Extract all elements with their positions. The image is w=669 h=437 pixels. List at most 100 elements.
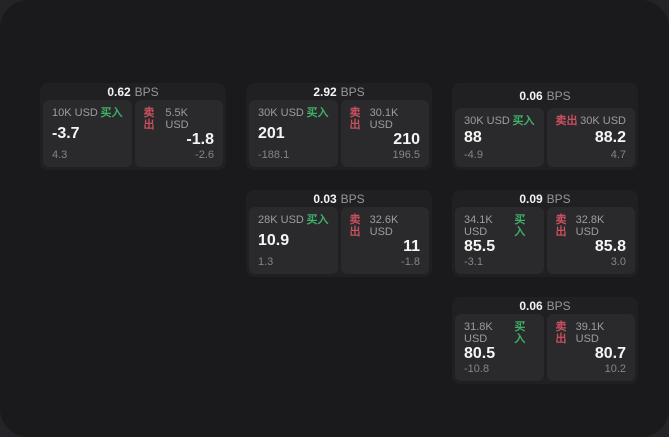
sell-size-label: 32.8K USD (575, 214, 605, 238)
sell-tile-header: 卖出 39.1K USD (556, 321, 627, 345)
buy-tile-header: 30K USD 买入 (464, 115, 535, 127)
sell-tile-header: 卖出 30.1K USD (350, 107, 421, 131)
buy-price-value: 85.5 (464, 238, 496, 255)
buy-size-label: 34.1K USD (464, 214, 493, 238)
buy-price-value: 201 (258, 125, 285, 142)
spread-card: 0.06 BPS 30K USD 买入 88 -4.9 卖出 30K USD 8… (452, 83, 638, 170)
sell-delta-value: -1.8 (401, 256, 420, 268)
buy-tag: 买入 (306, 214, 329, 226)
bps-unit-label: BPS (546, 298, 571, 313)
buy-delta-value: -4.9 (464, 149, 483, 161)
buy-size-label: 30K USD (464, 115, 510, 127)
sell-tile[interactable]: 卖出 39.1K USD 80.7 10.2 (546, 314, 635, 381)
buy-tile-header: 34.1K USD 买入 (464, 214, 535, 238)
sell-tile[interactable]: 卖出 30.1K USD 210 196.5 (340, 100, 429, 167)
quote-board: 0.62 BPS 10K USD 买入 -3.7 4.3 卖出 5.5K USD… (40, 83, 638, 384)
buy-price-value: 10.9 (258, 232, 290, 249)
buy-tile[interactable]: 30K USD 买入 88 -4.9 (455, 108, 544, 167)
quote-column-2: 2.92 BPS 30K USD 买入 201 -188.1 卖出 30.1K … (246, 83, 432, 384)
spread-card: 0.62 BPS 10K USD 买入 -3.7 4.3 卖出 5.5K USD… (40, 83, 226, 170)
bps-header: 0.06 BPS (452, 297, 638, 314)
buy-tile-header: 31.8K USD 买入 (464, 321, 535, 345)
sell-tile-header: 卖出 30K USD (556, 115, 627, 127)
sell-tile[interactable]: 卖出 5.5K USD -1.8 -2.6 (134, 100, 223, 167)
buy-tag: 买入 (306, 107, 329, 119)
buy-delta-value: -3.1 (464, 256, 483, 268)
buy-tag: 买入 (514, 321, 526, 345)
bps-header: 0.06 BPS (452, 83, 638, 108)
bps-unit-label: BPS (340, 191, 365, 206)
buy-tile[interactable]: 10K USD 买入 -3.7 4.3 (43, 100, 132, 167)
buy-delta-value: 1.3 (258, 256, 274, 268)
sell-tag: 卖出 (143, 107, 155, 131)
buy-tile[interactable]: 28K USD 买入 10.9 1.3 (249, 207, 338, 274)
quote-column-1: 0.62 BPS 10K USD 买入 -3.7 4.3 卖出 5.5K USD… (40, 83, 226, 384)
buy-delta-value: -10.8 (464, 363, 490, 375)
sell-price-value: 11 (403, 238, 420, 255)
sell-price-value: 210 (393, 131, 420, 148)
sell-delta-value: 3.0 (610, 256, 626, 268)
bps-header: 2.92 BPS (246, 83, 432, 100)
sell-tag: 卖出 (555, 115, 578, 127)
sell-tag: 卖出 (555, 214, 567, 238)
spread-card: 2.92 BPS 30K USD 买入 201 -188.1 卖出 30.1K … (246, 83, 432, 170)
buy-delta-value: -188.1 (258, 149, 290, 161)
sell-delta-value: 10.2 (604, 363, 626, 375)
sell-tile[interactable]: 卖出 30K USD 88.2 4.7 (546, 108, 635, 167)
sell-size-label: 32.6K USD (369, 214, 399, 238)
buy-tile[interactable]: 34.1K USD 买入 85.5 -3.1 (455, 207, 544, 274)
sell-tile[interactable]: 卖出 32.6K USD 11 -1.8 (340, 207, 429, 274)
buy-size-label: 28K USD (258, 214, 304, 226)
card-body: 10K USD 买入 -3.7 4.3 卖出 5.5K USD -1.8 -2.… (40, 100, 226, 170)
sell-size-label: 5.5K USD (165, 107, 189, 131)
buy-tile[interactable]: 31.8K USD 买入 80.5 -10.8 (455, 314, 544, 381)
buy-tile-header: 28K USD 买入 (258, 214, 329, 226)
bps-unit-label: BPS (340, 84, 365, 99)
spread-card: 0.06 BPS 31.8K USD 买入 80.5 -10.8 卖出 39.1… (452, 297, 638, 384)
buy-tag: 买入 (512, 115, 535, 127)
buy-price-value: 88 (464, 129, 482, 146)
buy-tag: 买入 (514, 214, 526, 238)
sell-size-label: 39.1K USD (575, 321, 605, 345)
bps-value: 0.09 (519, 191, 543, 206)
card-body: 30K USD 买入 201 -188.1 卖出 30.1K USD 210 1… (246, 100, 432, 170)
bps-header: 0.09 BPS (452, 190, 638, 207)
card-body: 31.8K USD 买入 80.5 -10.8 卖出 39.1K USD 80.… (452, 314, 638, 384)
sell-tile-header: 卖出 32.8K USD (556, 214, 627, 238)
bps-unit-label: BPS (546, 88, 571, 103)
sell-tag: 卖出 (555, 321, 567, 345)
sell-price-value: -1.8 (186, 131, 214, 148)
bps-unit-label: BPS (546, 191, 571, 206)
sell-price-value: 85.8 (594, 238, 626, 255)
buy-tile[interactable]: 30K USD 买入 201 -188.1 (249, 100, 338, 167)
quote-column-3: 0.06 BPS 30K USD 买入 88 -4.9 卖出 30K USD 8… (452, 83, 638, 384)
sell-tile-header: 卖出 32.6K USD (350, 214, 421, 238)
sell-tile[interactable]: 卖出 32.8K USD 85.8 3.0 (546, 207, 635, 274)
buy-size-label: 31.8K USD (464, 321, 493, 345)
bps-value: 2.92 (313, 84, 337, 99)
card-body: 34.1K USD 买入 85.5 -3.1 卖出 32.8K USD 85.8… (452, 207, 638, 277)
sell-tile-header: 卖出 5.5K USD (144, 107, 215, 131)
sell-price-value: 88.2 (594, 129, 626, 146)
buy-tile-header: 10K USD 买入 (52, 107, 123, 119)
bps-value: 0.03 (313, 191, 337, 206)
sell-delta-value: 4.7 (610, 149, 626, 161)
bps-value: 0.06 (519, 298, 543, 313)
buy-size-label: 10K USD (52, 107, 98, 119)
spread-card: 0.09 BPS 34.1K USD 买入 85.5 -3.1 卖出 32.8K… (452, 190, 638, 277)
buy-price-value: -3.7 (52, 125, 80, 142)
card-body: 30K USD 买入 88 -4.9 卖出 30K USD 88.2 4.7 (452, 108, 638, 170)
bps-value: 0.06 (519, 88, 543, 103)
sell-size-label: 30K USD (580, 115, 626, 127)
bps-unit-label: BPS (134, 84, 159, 99)
buy-delta-value: 4.3 (52, 149, 68, 161)
spread-card: 0.03 BPS 28K USD 买入 10.9 1.3 卖出 32.6K US… (246, 190, 432, 277)
bps-value: 0.62 (107, 84, 131, 99)
sell-size-label: 30.1K USD (369, 107, 399, 131)
buy-price-value: 80.5 (464, 345, 496, 362)
buy-tile-header: 30K USD 买入 (258, 107, 329, 119)
card-body: 28K USD 买入 10.9 1.3 卖出 32.6K USD 11 -1.8 (246, 207, 432, 277)
sell-delta-value: 196.5 (392, 149, 420, 161)
buy-size-label: 30K USD (258, 107, 304, 119)
bps-header: 0.03 BPS (246, 190, 432, 207)
